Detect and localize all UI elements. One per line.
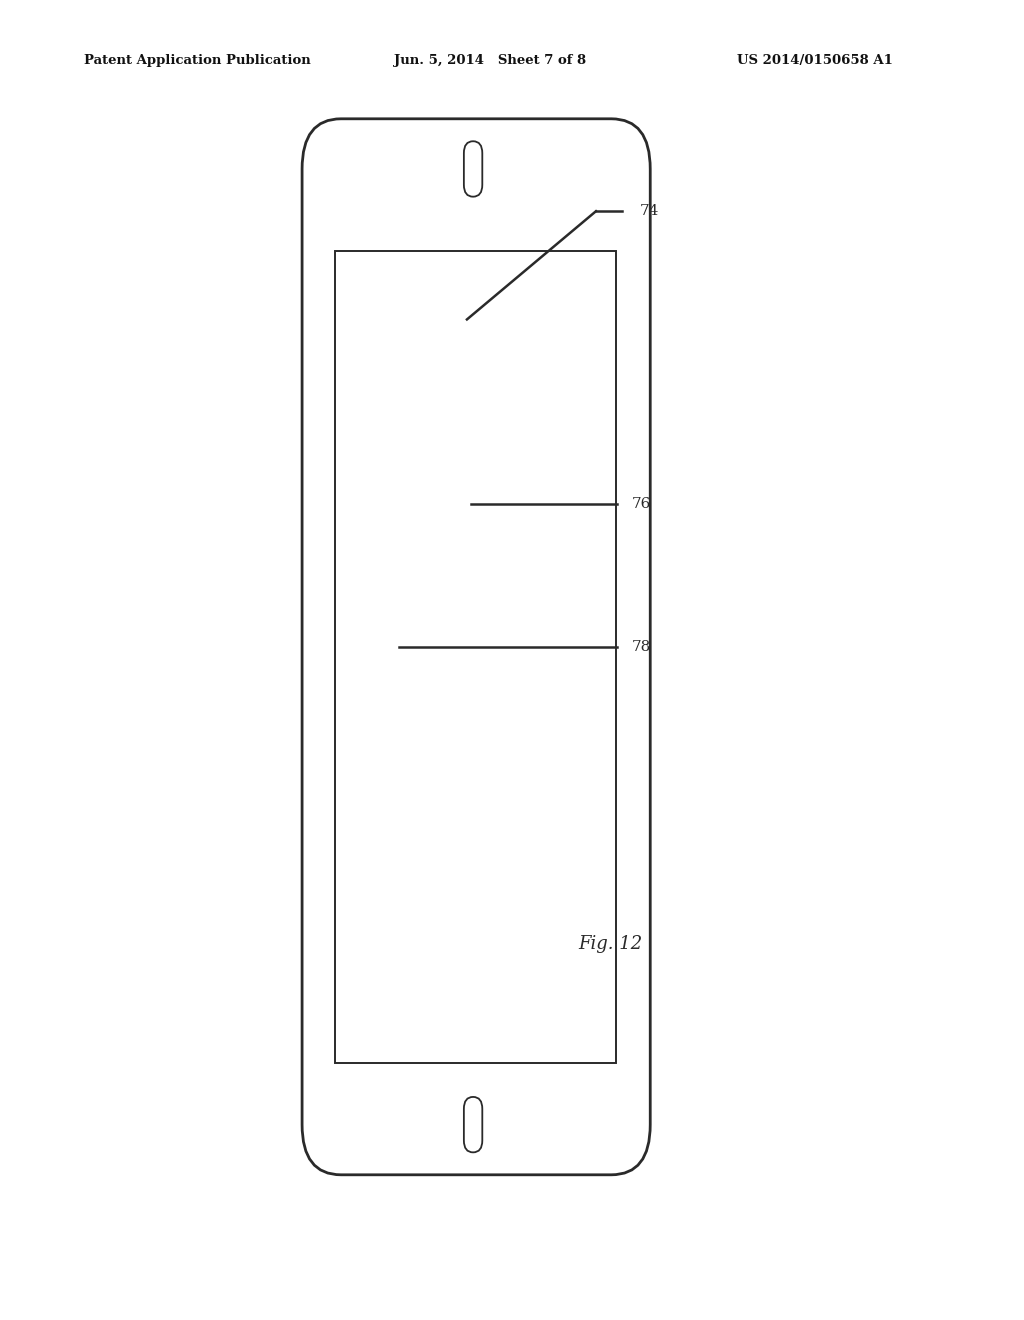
Text: Fig. 12: Fig. 12 (579, 935, 643, 953)
Text: 78: 78 (632, 640, 651, 653)
FancyBboxPatch shape (464, 141, 482, 197)
Text: 76: 76 (632, 498, 651, 511)
Text: US 2014/0150658 A1: US 2014/0150658 A1 (737, 54, 893, 67)
Text: Patent Application Publication: Patent Application Publication (84, 54, 310, 67)
FancyBboxPatch shape (302, 119, 650, 1175)
Text: 74: 74 (640, 205, 659, 218)
Text: Jun. 5, 2014   Sheet 7 of 8: Jun. 5, 2014 Sheet 7 of 8 (394, 54, 587, 67)
FancyBboxPatch shape (464, 1097, 482, 1152)
Bar (335, 251, 616, 1063)
